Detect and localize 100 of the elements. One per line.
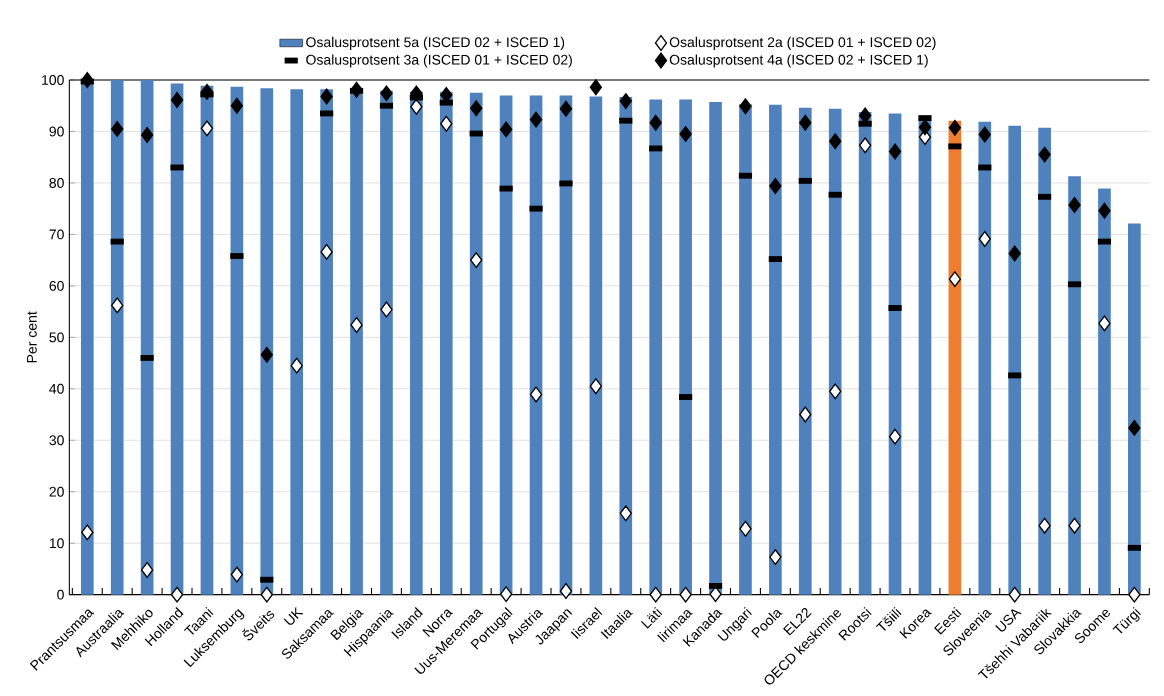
bar bbox=[439, 91, 453, 595]
point bbox=[170, 586, 184, 603]
bar bbox=[1098, 188, 1111, 595]
point bbox=[499, 121, 513, 138]
y-tick-label: 80 bbox=[49, 177, 64, 188]
bar bbox=[1068, 176, 1081, 595]
point bbox=[140, 561, 154, 578]
bar bbox=[589, 96, 603, 595]
bar bbox=[828, 108, 842, 595]
point bbox=[679, 126, 692, 143]
point bbox=[888, 143, 902, 160]
bar bbox=[230, 86, 244, 595]
bar bbox=[170, 83, 184, 595]
bar bbox=[140, 79, 154, 595]
bar bbox=[499, 95, 513, 595]
bar bbox=[649, 99, 663, 595]
point bbox=[739, 98, 752, 115]
bar bbox=[260, 88, 274, 595]
point bbox=[1128, 419, 1141, 436]
point bbox=[320, 88, 333, 105]
y-axis-title: Per cent bbox=[27, 311, 37, 363]
point bbox=[769, 549, 782, 566]
point bbox=[350, 316, 363, 333]
point bbox=[260, 346, 273, 363]
bar bbox=[469, 92, 483, 595]
point bbox=[230, 566, 244, 583]
bar bbox=[290, 89, 304, 595]
point bbox=[1038, 146, 1051, 163]
point bbox=[200, 83, 214, 100]
point bbox=[589, 79, 603, 96]
point bbox=[470, 100, 483, 117]
point bbox=[1068, 517, 1081, 534]
bar bbox=[888, 113, 902, 595]
point bbox=[769, 178, 782, 195]
point bbox=[799, 114, 812, 131]
point bbox=[81, 71, 94, 88]
bar bbox=[948, 120, 962, 595]
point bbox=[829, 133, 842, 150]
point bbox=[380, 85, 393, 102]
point bbox=[320, 243, 333, 260]
point bbox=[350, 81, 363, 98]
point bbox=[948, 119, 962, 136]
bar bbox=[410, 91, 423, 595]
y-tick-label: 0 bbox=[57, 589, 64, 600]
point bbox=[888, 428, 902, 445]
legend-label: Osalusprotsent 5a (ISCED 02 + ISCED 1) bbox=[306, 36, 565, 50]
legend-label: Osalusprotsent 3a (ISCED 01 + ISCED 02) bbox=[306, 54, 572, 68]
point bbox=[410, 98, 423, 115]
bar bbox=[858, 111, 872, 595]
y-tick-label: 100 bbox=[42, 75, 64, 85]
bar bbox=[709, 102, 722, 595]
point bbox=[440, 115, 453, 132]
point bbox=[649, 114, 662, 131]
point bbox=[1098, 202, 1111, 219]
point bbox=[170, 92, 184, 109]
bar bbox=[798, 107, 812, 595]
bar bbox=[978, 121, 992, 595]
y-tick-label: 90 bbox=[49, 126, 64, 137]
point bbox=[111, 297, 124, 314]
point bbox=[1038, 517, 1051, 534]
point bbox=[978, 231, 991, 248]
point bbox=[918, 119, 932, 136]
point bbox=[290, 357, 303, 374]
bar bbox=[559, 95, 573, 595]
point bbox=[559, 583, 573, 600]
y-tick-label: 10 bbox=[49, 538, 64, 549]
point bbox=[948, 271, 962, 288]
point bbox=[649, 586, 662, 603]
point bbox=[1068, 197, 1081, 214]
bar bbox=[200, 85, 214, 595]
point bbox=[559, 100, 573, 117]
y-tick-label: 50 bbox=[49, 332, 64, 343]
legend-label: Osalusprotsent 2a (ISCED 01 + ISCED 02) bbox=[669, 36, 936, 50]
y-tick-label: 20 bbox=[49, 486, 64, 497]
point bbox=[81, 524, 94, 541]
point bbox=[230, 97, 244, 114]
point bbox=[589, 378, 603, 395]
point bbox=[739, 520, 752, 537]
y-tick-label: 70 bbox=[49, 229, 64, 240]
point bbox=[529, 386, 543, 403]
bar bbox=[679, 99, 692, 595]
point bbox=[1008, 586, 1021, 603]
point bbox=[978, 126, 991, 143]
legend-label: Osalusprotsent 4a (ISCED 02 + ISCED 1) bbox=[669, 54, 928, 68]
point bbox=[529, 111, 543, 128]
bar bbox=[1038, 127, 1051, 595]
point bbox=[260, 586, 273, 603]
point bbox=[679, 586, 692, 603]
bar bbox=[619, 96, 633, 595]
y-tick-label: 30 bbox=[49, 435, 64, 446]
point bbox=[470, 252, 483, 269]
bar bbox=[1128, 223, 1141, 595]
point bbox=[799, 406, 812, 423]
point bbox=[709, 586, 722, 603]
bar bbox=[769, 104, 782, 595]
bar bbox=[320, 89, 333, 595]
point bbox=[858, 137, 872, 154]
point bbox=[1128, 586, 1141, 603]
point bbox=[200, 120, 214, 137]
bar bbox=[529, 95, 543, 595]
